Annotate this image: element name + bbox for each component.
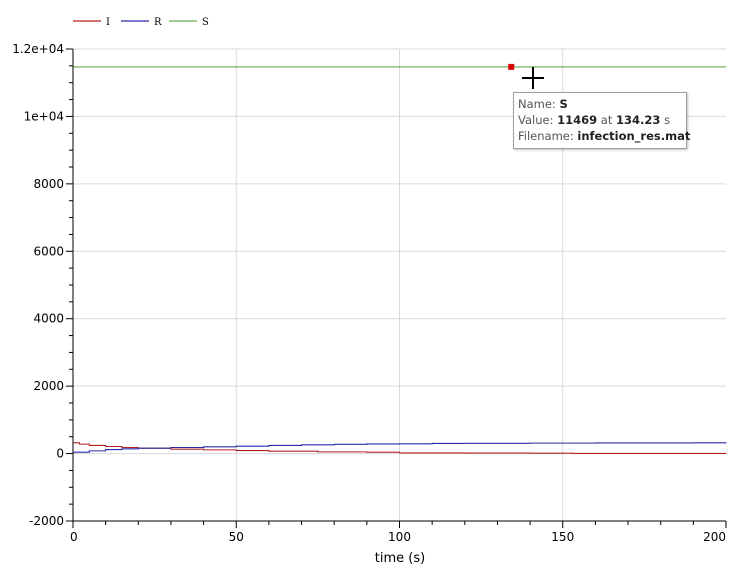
marker-layer <box>508 63 515 70</box>
y-tick-label-2: 2000 <box>33 379 64 393</box>
y-tick-label-6: 1e+04 <box>24 109 64 123</box>
x-tick-label-4: 200 <box>703 530 726 544</box>
x-axis-label: time (s) <box>375 551 425 566</box>
y-tick-label-1: 0 <box>56 447 64 461</box>
x-tick-label-0: 0 <box>70 530 78 544</box>
crosshair-cursor-icon <box>522 67 544 89</box>
y-tick-label-5: 8000 <box>33 177 64 191</box>
x-tick-label-1: 50 <box>229 530 244 544</box>
tooltip-filename-row: Filename: infection_res.mat <box>518 128 690 144</box>
tooltip-filename-label: Filename: <box>518 129 574 143</box>
tooltip-value-at: at <box>600 113 613 127</box>
tooltip-name-value: S <box>559 97 568 111</box>
legend-label-S: S <box>202 17 209 28</box>
tooltip-value-label: Value: <box>518 113 554 127</box>
y-tick-label-0: -2000 <box>29 514 64 528</box>
axes: -2000 0 2000 4000 6000 8000 1e+04 1.2e+04 0 50 100… <box>12 42 727 544</box>
legend-label-I: I <box>106 17 110 28</box>
y-tick-label-3: 4000 <box>33 312 64 326</box>
series-layer <box>73 66 727 455</box>
x-tick-label-2: 100 <box>388 530 411 544</box>
tooltip-value-row: Value: 11469 at 134.23 s <box>518 112 682 128</box>
legend-item-R[interactable]: R <box>121 17 162 28</box>
legend-item-S[interactable]: S <box>169 17 209 28</box>
tooltip-value-unit: s <box>664 113 671 127</box>
legend-label-R: R <box>154 17 162 28</box>
tooltip-name-row: Name: S <box>518 96 682 112</box>
selected-point-marker <box>508 63 515 70</box>
x-tick-label-3: 150 <box>551 530 574 544</box>
tooltip-filename-value: infection_res.mat <box>577 129 691 143</box>
y-tick-label-4: 6000 <box>33 244 64 258</box>
value-tooltip: Name: S Value: 11469 at 134.23 s Filenam… <box>513 92 690 149</box>
series-line-I <box>73 442 727 455</box>
tooltip-name-label: Name: <box>518 97 556 111</box>
tooltip-value-time: 134.23 <box>616 113 661 127</box>
y-tick-label-7: 1.2e+04 <box>12 42 64 56</box>
series-line-R <box>73 442 727 453</box>
legend-item-I[interactable]: I <box>73 17 110 28</box>
tooltip-value-value: 11469 <box>557 113 598 127</box>
